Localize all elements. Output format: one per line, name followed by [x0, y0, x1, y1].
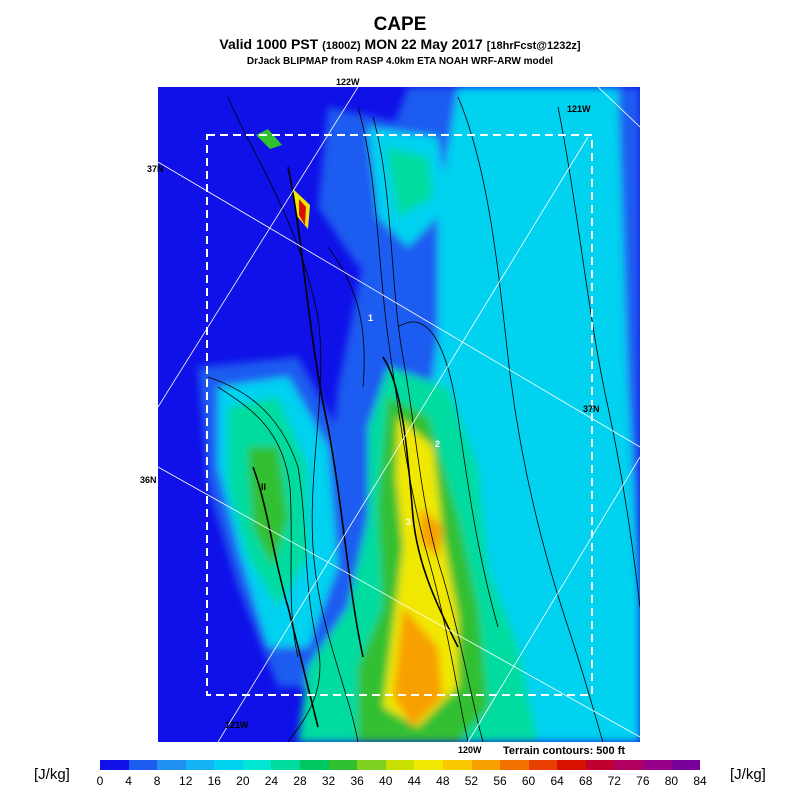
colorbar-tick-label: 44 — [407, 774, 421, 788]
valid-time-local: Valid 1000 PST — [219, 36, 319, 52]
colorbar-swatch — [300, 760, 329, 770]
colorbar-tick-label: 24 — [264, 774, 279, 788]
colorbar-tick-label: 64 — [550, 774, 564, 788]
colorbar-swatch — [442, 760, 472, 770]
map-mark-3: 3 — [406, 517, 412, 527]
valid-date: MON 22 May 2017 — [364, 36, 483, 52]
colorbar-swatch — [642, 760, 672, 770]
lat-label-36n-left: 36N — [140, 475, 157, 485]
map-mark-4: II — [261, 482, 267, 492]
hotspot-peak — [299, 199, 306, 225]
colorbar-tick-label: 8 — [153, 774, 161, 788]
colorbar-swatch — [128, 760, 158, 770]
colorbar-swatch — [585, 760, 615, 770]
colorbar-tick-label: 12 — [179, 774, 193, 788]
colorbar-swatch — [385, 760, 415, 770]
lon-label-120w: 120W — [458, 745, 482, 755]
lon-label-121w-top: 121W — [567, 104, 591, 114]
inner-domain-box — [206, 134, 593, 696]
colorbar-swatch — [557, 760, 586, 770]
colorbar-swatch — [614, 760, 643, 770]
colorbar-tick-label: 60 — [521, 774, 536, 788]
colorbar-swatch — [100, 760, 129, 770]
colorbar-tick-label: 48 — [436, 774, 450, 788]
lon-label-121w-bottom: 121W — [225, 720, 249, 730]
cape-map — [158, 87, 640, 742]
lat-label-37n-right: 37N — [583, 404, 600, 414]
lon-label-122w: 122W — [336, 77, 360, 87]
colorbar-tick-label: 80 — [664, 774, 679, 788]
colorbar-swatch — [242, 760, 272, 770]
map-mark-1: 1 — [368, 313, 374, 323]
lat-label-37n-left: 37N — [147, 164, 164, 174]
colorbar-swatch — [414, 760, 443, 770]
colorbar-tick-label: 56 — [493, 774, 507, 788]
colorbar — [100, 760, 701, 770]
terrain-note: Terrain contours: 500 ft — [503, 745, 626, 757]
colorbar-tick-label: 68 — [579, 774, 593, 788]
colorbar-unit-left: [J/kg] — [34, 766, 70, 783]
colorbar-swatch — [528, 760, 558, 770]
colorbar-unit-right: [J/kg] — [730, 766, 766, 783]
colorbar-swatch — [185, 760, 215, 770]
valid-time-utc: (1800Z) — [322, 40, 361, 52]
colorbar-swatch — [214, 760, 243, 770]
colorbar-tick-label: 52 — [464, 774, 479, 788]
forecast-info: [18hrFcst@1232z] — [486, 40, 581, 52]
colorbar-tick-label: 40 — [379, 774, 393, 788]
valid-time: Valid 1000 PST (1800Z) MON 22 May 2017 [… — [0, 36, 800, 52]
colorbar-tick-label: 72 — [607, 774, 621, 788]
colorbar-swatch — [157, 760, 186, 770]
model-source: DrJack BLIPMAP from RASP 4.0km ETA NOAH … — [246, 56, 554, 67]
colorbar-tick-label: 84 — [693, 774, 707, 788]
colorbar-swatch — [271, 760, 301, 770]
colorbar-tick-label: 76 — [636, 774, 650, 788]
colorbar-swatch — [471, 760, 501, 770]
colorbar-tick-label: 32 — [321, 774, 336, 788]
colorbar-tick-label: 36 — [350, 774, 364, 788]
colorbar-swatch — [328, 760, 358, 770]
colorbar-tick-label: 20 — [236, 774, 250, 788]
map-canvas — [158, 87, 640, 742]
colorbar-tick-label: 16 — [207, 774, 221, 788]
terrain-contours — [207, 96, 640, 742]
colorbar-tick-label: 28 — [293, 774, 307, 788]
map-title: CAPE — [373, 14, 427, 35]
colorbar-swatch — [500, 760, 529, 770]
colorbar-swatch — [671, 760, 701, 770]
map-mark-2: 2 — [435, 439, 441, 449]
cape-fill — [198, 87, 640, 742]
colorbar-tick-label: 4 — [125, 774, 132, 788]
colorbar-swatch — [357, 760, 386, 770]
colorbar-tick-label: 0 — [96, 774, 104, 788]
